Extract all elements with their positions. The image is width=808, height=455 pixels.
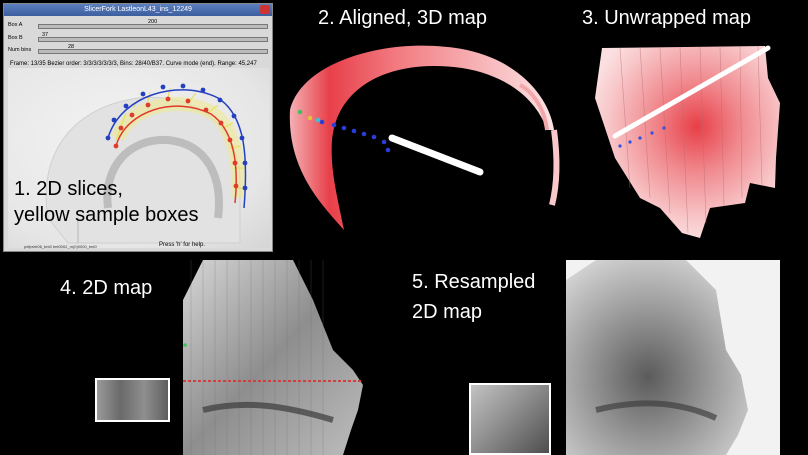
slider-track[interactable] <box>38 37 268 42</box>
micrograph-view[interactable] <box>8 68 270 248</box>
panel1-caption-line1: 1. 2D slices, <box>14 178 123 200</box>
slicer-app-window: SlicerFork LastleonL43_ins_12249 Box A 2… <box>3 3 273 252</box>
map-2d-zoom-inset <box>95 378 170 422</box>
panel5-caption-line2: 2D map <box>412 301 483 323</box>
slider-box-a[interactable]: Box A 200 <box>8 19 270 30</box>
resampled-zoom-inset <box>469 383 551 455</box>
slider-value: 37 <box>42 32 49 38</box>
status-line: Frame: 13/35 Bezier order: 3/3/3/3/3/3/3… <box>10 61 257 67</box>
help-hint: Press 'h' for help. <box>159 242 205 248</box>
aligned-3d-map <box>289 45 560 230</box>
panel1-caption-line2: yellow sample boxes <box>14 204 199 226</box>
panel4-caption: 4. 2D map <box>60 277 153 299</box>
panel2-caption: 2. Aligned, 3D map <box>318 7 487 29</box>
footer-text: pdfprint06_tmt0 tmt0002_m(0)0000_tmt0 <box>24 244 97 249</box>
unwrapped-map <box>595 45 780 238</box>
micrograph-drawing <box>45 83 248 244</box>
slider-label: Box B <box>8 35 23 41</box>
map-2d <box>183 260 363 455</box>
close-icon[interactable] <box>260 5 270 14</box>
slider-value: 200 <box>148 19 158 25</box>
panel3-caption: 3. Unwrapped map <box>582 7 751 29</box>
panel5-caption-line1: 5. Resampled <box>412 271 536 293</box>
slider-value: 28 <box>68 44 75 50</box>
slider-track[interactable] <box>38 49 268 54</box>
slider-label: Box A <box>8 22 23 28</box>
slider-track[interactable] <box>38 24 268 29</box>
window-title: SlicerFork LastleonL43_ins_12249 <box>4 4 272 16</box>
slider-num-bins[interactable]: Num bins 28 <box>8 44 270 55</box>
slider-label: Num bins <box>8 47 32 53</box>
slider-box-b[interactable]: Box B 37 <box>8 32 270 43</box>
resampled-2d-map <box>566 260 780 455</box>
